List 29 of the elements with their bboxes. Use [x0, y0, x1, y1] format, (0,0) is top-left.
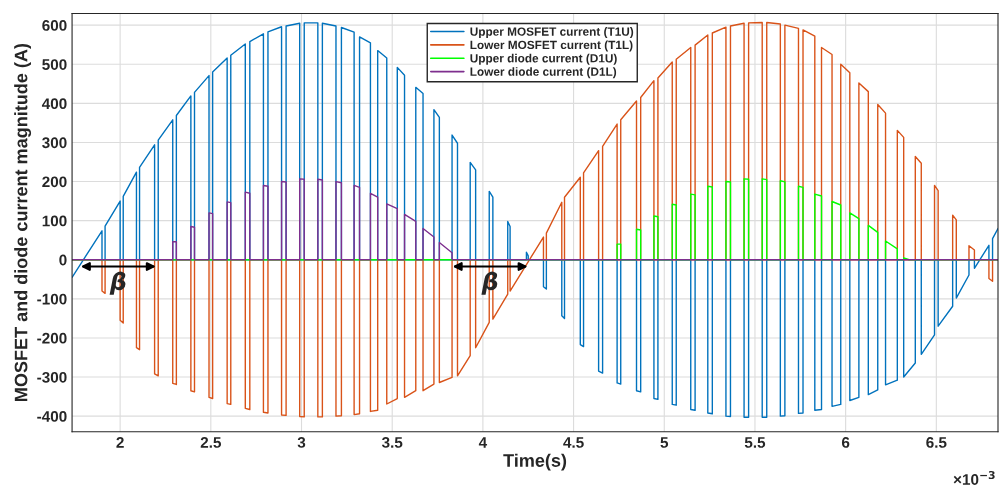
- y-tick-label: 600: [42, 20, 67, 31]
- y-tick-label: -300: [37, 371, 67, 383]
- legend-label: Upper diode current (D1U): [470, 53, 617, 65]
- y-tick-label: -400: [37, 411, 67, 422]
- y-tick-label: 200: [42, 176, 67, 188]
- x-tick-label: 3.5: [381, 437, 403, 448]
- legend-label: Upper MOSFET current (T1U): [470, 27, 634, 39]
- x-tick-label: 4.5: [563, 437, 584, 448]
- x-tick-label: 6.5: [926, 437, 947, 448]
- x-tick-label: 5: [660, 437, 669, 448]
- text: ×10$^{−3}$: [953, 470, 995, 485]
- y-tick-label: 0: [59, 254, 67, 266]
- legend-label: Lower diode current (D1L): [470, 67, 617, 79]
- y-tick-label: 500: [42, 59, 67, 70]
- x-axis-title: Time(s): [503, 453, 567, 471]
- x-tick-label: 2: [116, 437, 124, 448]
- y-axis-title: MOSFET and diode current magnitude (A): [14, 43, 32, 401]
- legend-label: Lower MOSFET current (T1L): [470, 40, 633, 52]
- x-tick-label: 4: [478, 437, 488, 448]
- line-series: [72, 178, 998, 261]
- x-tick-label: 3: [297, 437, 306, 448]
- y-tick-label: -200: [37, 332, 67, 344]
- x-tick-label: 5.5: [744, 437, 766, 448]
- x-tick-label: 2.5: [200, 437, 222, 448]
- y-tick-label: 100: [42, 215, 67, 227]
- y-tick-label: -100: [37, 293, 67, 305]
- x-tick-label: 6: [841, 437, 850, 448]
- y-tick-label: 400: [41, 98, 67, 110]
- y-tick-label: 300: [42, 137, 67, 149]
